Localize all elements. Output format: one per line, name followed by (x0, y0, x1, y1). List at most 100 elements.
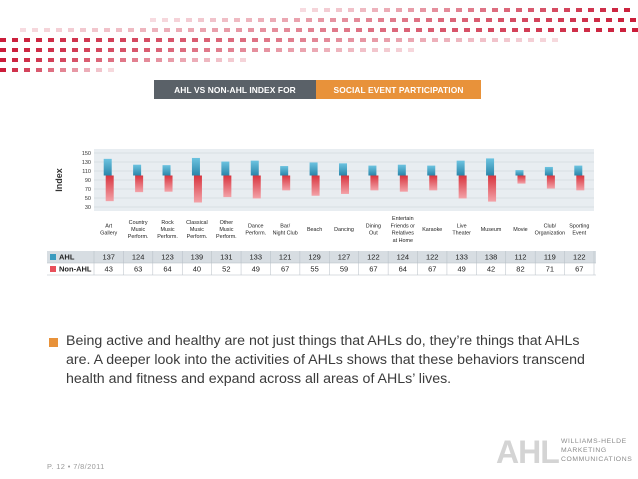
table-value: 71 (546, 265, 554, 274)
table-value: 133 (250, 253, 263, 262)
table-value: 121 (279, 253, 292, 262)
deco-dot (204, 48, 210, 52)
bar-non-ahl (252, 175, 261, 199)
bar-ahl (162, 165, 171, 176)
deco-dot (432, 8, 438, 12)
bar-non-ahl (341, 175, 349, 194)
bar-ahl (221, 161, 230, 176)
deco-dot (354, 18, 360, 22)
bar-non-ahl (429, 175, 438, 191)
category-label: Museum (481, 227, 502, 233)
deco-dot (180, 48, 186, 52)
deco-dot (24, 68, 30, 72)
legend-swatch (50, 254, 56, 260)
category-label: Perform. (216, 234, 237, 240)
deco-dot (228, 58, 234, 62)
deco-dot (84, 58, 90, 62)
deco-dot (60, 38, 66, 42)
y-tick-label: 110 (82, 169, 91, 175)
deco-dot (402, 18, 408, 22)
category-label: Event (572, 231, 586, 237)
deco-dot (96, 38, 102, 42)
deco-dot (24, 48, 30, 52)
deco-dot (630, 18, 636, 22)
category-label: Club/ (544, 223, 557, 229)
deco-dot (296, 28, 302, 32)
table-value: 64 (399, 265, 407, 274)
deco-dot (384, 8, 390, 12)
bar-non-ahl (576, 175, 585, 191)
deco-dot (312, 8, 318, 12)
deco-dot (474, 18, 480, 22)
deco-dot (212, 28, 218, 32)
table-value: 67 (428, 265, 436, 274)
deco-dot (258, 18, 264, 22)
deco-dot (120, 58, 126, 62)
deco-dot (288, 48, 294, 52)
body-paragraph: Being active and healthy are not just th… (66, 333, 585, 387)
bar-ahl (427, 165, 436, 176)
deco-dot (404, 28, 410, 32)
deco-dot (516, 8, 522, 12)
deco-dot (336, 8, 342, 12)
deco-dot (150, 18, 156, 22)
deco-dot (108, 68, 114, 72)
category-label: Theater (452, 231, 471, 237)
category-label: Music (160, 227, 174, 233)
category-label: Live (457, 223, 467, 229)
deco-dot (72, 38, 78, 42)
deco-dot (428, 28, 434, 32)
deco-dot (390, 18, 396, 22)
table-row-bg (47, 251, 596, 263)
deco-dot (536, 28, 542, 32)
company-logo-text: WILLIAMS-HELDE MARKETING COMMUNICATIONS (561, 437, 632, 464)
deco-dot (108, 58, 114, 62)
table-value: 64 (163, 265, 171, 274)
deco-dot (204, 38, 210, 42)
table-value: 67 (575, 265, 583, 274)
deco-dot (156, 58, 162, 62)
bar-ahl (456, 160, 465, 176)
deco-dot (360, 48, 366, 52)
deco-dot (252, 48, 258, 52)
deco-dot (84, 38, 90, 42)
deco-dot (480, 38, 486, 42)
chart-title-left: AHL VS NON-AHL INDEX FOR (154, 80, 316, 99)
category-label: Rock (161, 220, 174, 226)
deco-dot (582, 18, 588, 22)
bar-non-ahl (458, 175, 467, 199)
deco-dot (192, 58, 198, 62)
category-label: Out (369, 231, 378, 237)
deco-dot (240, 38, 246, 42)
deco-dot (108, 38, 114, 42)
deco-dot (606, 18, 612, 22)
bar-non-ahl (546, 175, 555, 189)
y-tick-label: 70 (85, 187, 91, 193)
bar-ahl (574, 165, 583, 176)
table-value: 42 (487, 265, 495, 274)
deco-dot (444, 38, 450, 42)
deco-dot (594, 18, 600, 22)
deco-dot (120, 48, 126, 52)
table-value: 59 (340, 265, 348, 274)
deco-dot (240, 48, 246, 52)
deco-dot (234, 18, 240, 22)
bar-ahl (280, 166, 289, 176)
y-tick-label: 30 (85, 205, 91, 211)
deco-dot (180, 38, 186, 42)
deco-dot (72, 68, 78, 72)
deco-dot (378, 18, 384, 22)
deco-dot (600, 8, 606, 12)
deco-dot (486, 18, 492, 22)
deco-dot (624, 8, 630, 12)
deco-dot (96, 68, 102, 72)
bar-ahl (133, 164, 142, 176)
deco-dot (620, 28, 626, 32)
category-label: Other (220, 220, 234, 226)
deco-dot (516, 38, 522, 42)
table-value: 43 (105, 265, 113, 274)
legend-swatch (50, 266, 56, 272)
category-label: Classical (186, 220, 208, 226)
category-label: Karaoke (422, 227, 442, 233)
table-value: 52 (222, 265, 230, 274)
